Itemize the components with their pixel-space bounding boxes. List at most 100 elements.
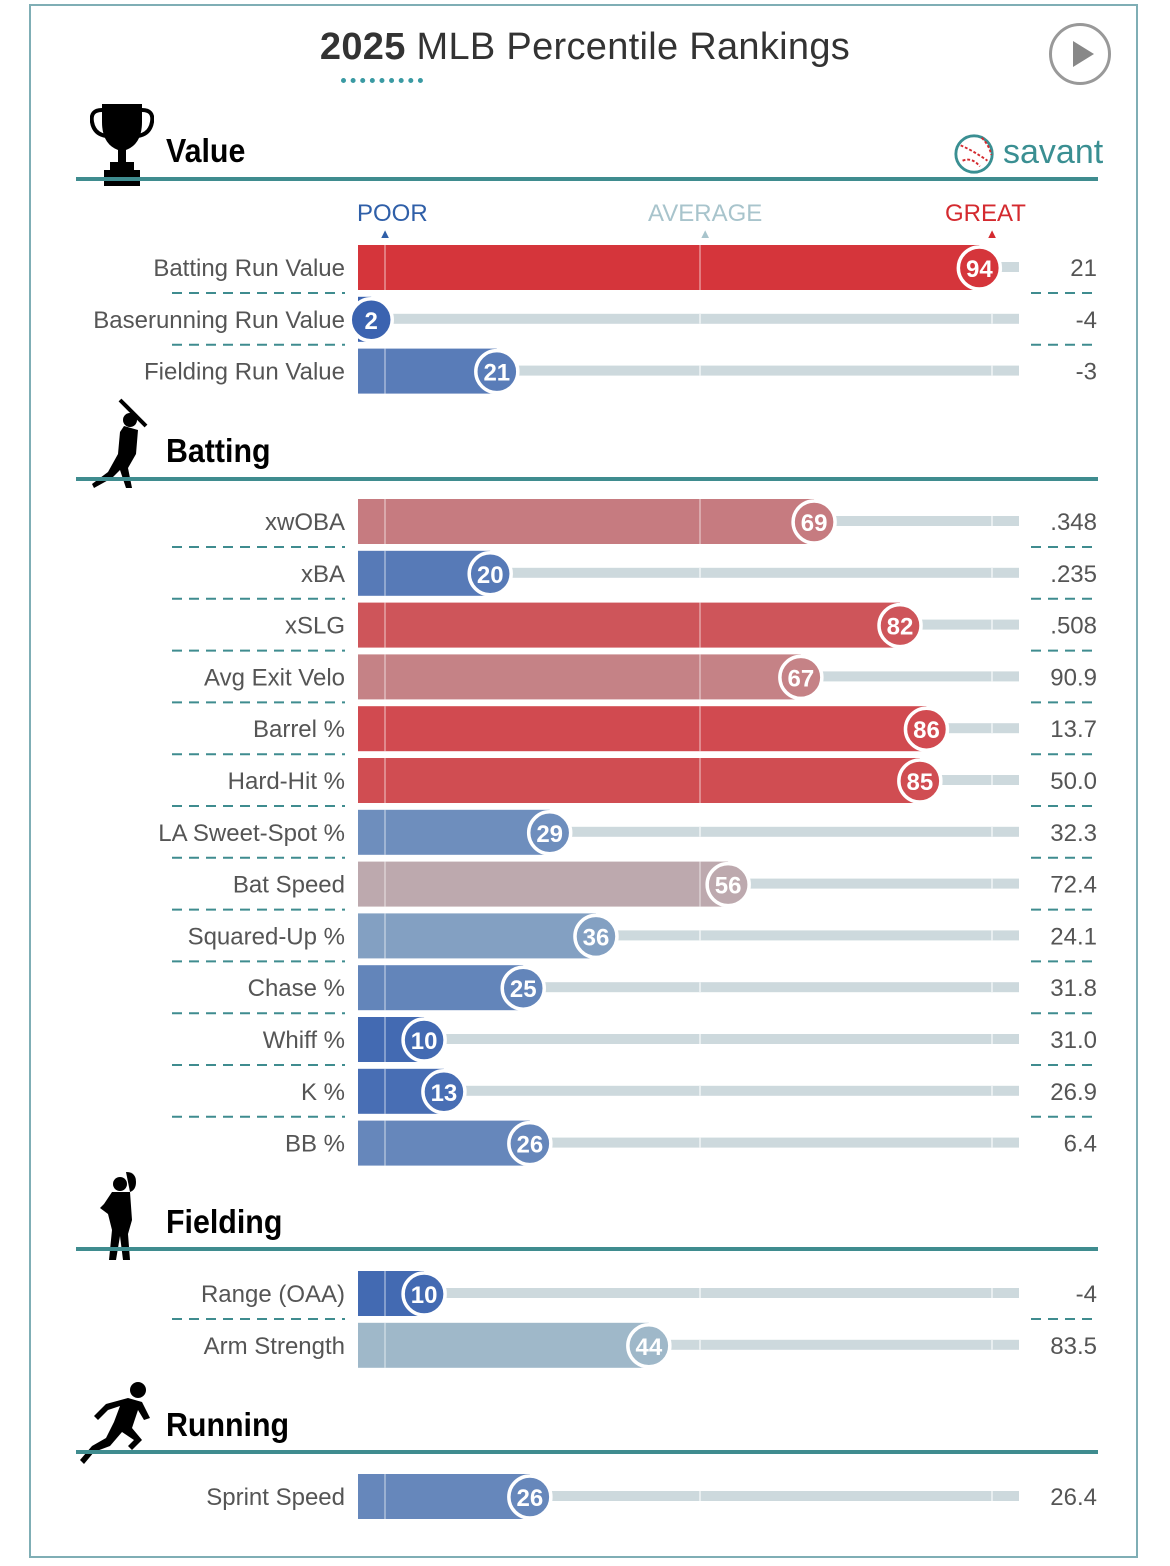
track-tick	[991, 930, 993, 941]
section-divider	[76, 477, 1098, 481]
bar-guide	[384, 706, 386, 752]
percentile-bar	[358, 706, 927, 752]
bar-guide	[384, 861, 386, 907]
track-tick	[991, 775, 993, 785]
track-tick	[699, 1288, 701, 1298]
percentile-circle	[956, 245, 1003, 291]
percentile-bar	[358, 348, 497, 394]
bar-guide	[384, 348, 386, 394]
baseball-icon	[954, 134, 994, 174]
bar-track	[358, 567, 1019, 578]
percentile-number: 29	[536, 821, 563, 848]
great-label: GREAT	[945, 200, 1026, 227]
bar-guide	[384, 602, 386, 648]
metric-value: .348	[1050, 509, 1097, 536]
bar-guide	[384, 1322, 386, 1368]
percentile-bar	[358, 913, 596, 959]
track-tick	[991, 1491, 993, 1501]
metric-value: 21	[1070, 255, 1097, 282]
play-icon	[1073, 41, 1094, 67]
track-tick	[991, 1034, 993, 1044]
percentile-circle	[474, 348, 520, 395]
percentile-circle	[705, 861, 751, 908]
average-arrow-icon: ▲	[698, 226, 712, 241]
bar-track	[358, 826, 1019, 837]
percentile-number: 10	[411, 1282, 438, 1309]
metric-label: K %	[301, 1079, 345, 1106]
bar-guide	[699, 499, 701, 544]
metric-label: xBA	[301, 561, 345, 588]
percentile-circle	[626, 1323, 672, 1369]
track-tick	[991, 516, 993, 526]
track-tick	[991, 567, 993, 578]
percentile-number: 21	[483, 360, 510, 387]
percentile-circle	[778, 654, 824, 701]
percentile-number: 44	[635, 1334, 662, 1361]
average-label: AVERAGE	[648, 200, 763, 227]
fielder-icon	[100, 1172, 136, 1260]
percentile-number: 94	[966, 256, 993, 283]
metric-value: -4	[1076, 307, 1097, 334]
percentile-bar	[358, 809, 550, 855]
percentile-circle	[791, 499, 837, 545]
bar-guide	[699, 245, 701, 290]
play-button[interactable]	[1049, 23, 1111, 85]
track-tick	[699, 1491, 701, 1501]
bar-guide	[384, 758, 386, 803]
section-divider	[76, 1247, 1098, 1251]
metric-value: -3	[1076, 359, 1097, 386]
bar-guide	[384, 1474, 386, 1519]
metric-label: Bat Speed	[233, 872, 345, 899]
title-underline	[341, 78, 423, 83]
track-tick	[991, 1288, 993, 1298]
bar-guide	[384, 1017, 386, 1062]
metric-label: Batting Run Value	[153, 255, 345, 282]
percentile-circle	[401, 1271, 447, 1317]
metric-label: Hard-Hit %	[228, 768, 345, 795]
percentile-bar	[358, 602, 901, 648]
percentile-circle	[500, 965, 546, 1011]
percentile-bar	[358, 965, 524, 1011]
metric-label: xwOBA	[265, 509, 345, 536]
percentile-number: 2	[365, 308, 378, 335]
metric-value: 13.7	[1050, 716, 1097, 743]
percentile-circle	[401, 1017, 447, 1063]
percentile-circle	[897, 758, 943, 804]
card-frame	[29, 4, 1138, 1558]
metric-label: Chase %	[248, 975, 345, 1002]
percentile-number: 20	[477, 562, 504, 589]
great-marker: GREAT ▲	[945, 200, 1026, 241]
track-tick	[991, 826, 993, 837]
track-tick	[991, 313, 993, 324]
percentile-number: 26	[517, 1132, 544, 1159]
metric-value: 31.0	[1050, 1027, 1097, 1054]
track-tick	[991, 878, 993, 889]
bar-guide	[384, 245, 386, 290]
track-tick	[699, 1034, 701, 1044]
metric-value: 26.4	[1050, 1484, 1097, 1511]
page-title: 2025 MLB Percentile Rankings	[0, 26, 1170, 69]
track-tick	[699, 982, 701, 993]
track-tick	[699, 1085, 701, 1096]
bar-track	[358, 1085, 1019, 1096]
percentile-number: 26	[517, 1485, 544, 1512]
bar-guide	[384, 913, 386, 959]
percentile-number: 69	[801, 510, 828, 537]
percentile-circle	[467, 551, 513, 597]
section-title-fielding: Fielding	[166, 1203, 283, 1240]
track-tick	[991, 671, 993, 682]
percentile-circle	[573, 913, 619, 960]
bar-track	[358, 1491, 1019, 1501]
bar-guide	[384, 1120, 386, 1166]
percentile-number: 67	[788, 665, 815, 692]
percentile-number: 86	[913, 717, 940, 744]
bar-track	[358, 1288, 1019, 1298]
average-marker: AVERAGE ▲	[648, 200, 763, 241]
track-tick	[991, 365, 993, 376]
metric-value: -4	[1076, 1281, 1097, 1308]
percentile-number: 56	[715, 873, 742, 900]
poor-label: POOR	[357, 200, 428, 227]
metric-value: 72.4	[1050, 872, 1097, 899]
percentile-number: 36	[583, 924, 610, 951]
